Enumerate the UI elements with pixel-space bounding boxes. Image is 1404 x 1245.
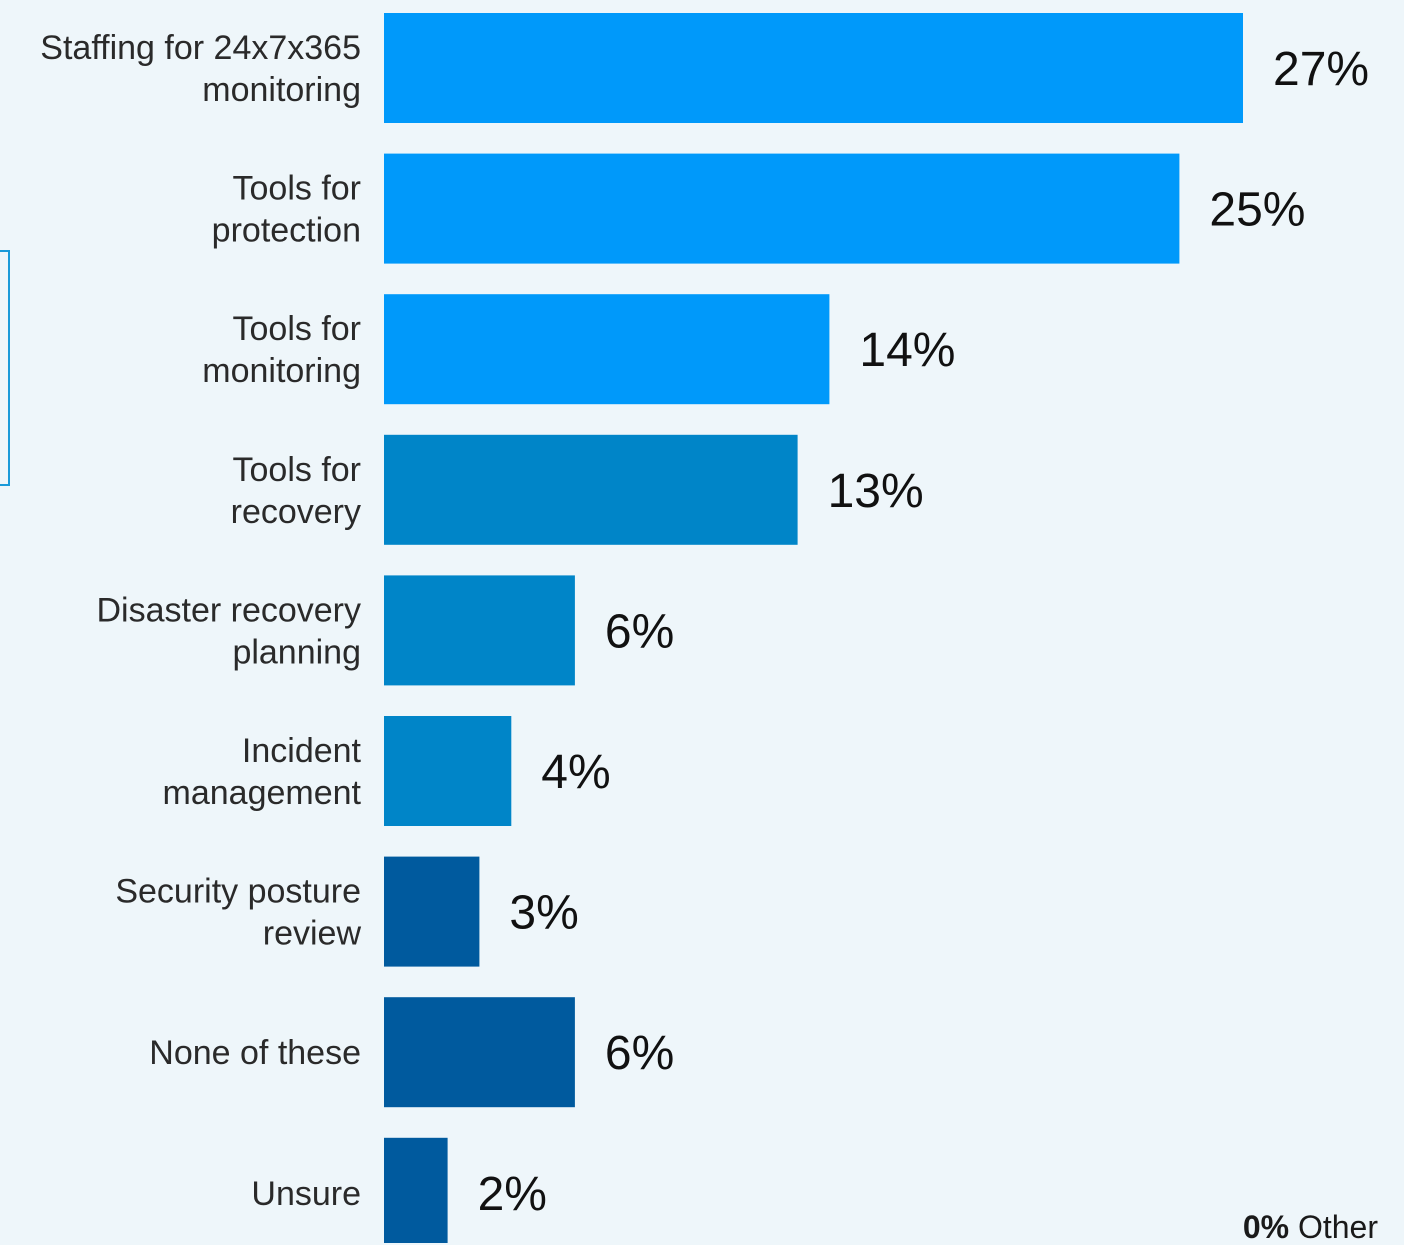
bar-4 [384,575,575,686]
category-label-1: Tools for protection [212,170,361,250]
bar-5 [384,716,512,826]
bar-0 [384,13,1243,123]
value-label-7: 6% [605,1027,674,1080]
footnote-value: 0% [1242,1209,1290,1245]
value-label-4: 6% [605,605,674,658]
footnote: 0% Other [1243,1211,1378,1243]
category-label-2: Tools for monitoring [202,310,361,390]
value-label-5: 4% [541,746,610,799]
category-label-3: Tools for recovery [231,451,361,531]
value-label-2: 14% [859,324,955,377]
bar-6 [384,856,480,967]
category-label-8: Unsure [251,1175,361,1213]
bar-8 [384,1137,448,1243]
value-label-8: 2% [478,1168,547,1221]
footnote-label: Other [1297,1209,1378,1245]
value-label-1: 25% [1209,184,1305,237]
value-label-6: 3% [509,887,578,940]
bar-3 [384,434,798,545]
bar-7 [384,997,575,1108]
bar-1 [384,153,1180,264]
category-label-6: Security posture review [115,873,361,953]
bar-2 [384,294,830,405]
category-label-7: None of these [149,1034,361,1072]
category-label-5: Incident management [163,732,362,812]
value-label-3: 13% [828,465,924,518]
group-bracket [0,250,10,486]
category-label-4: Disaster recovery planning [96,591,361,671]
category-label-0: Staffing for 24x7x365 monitoring [40,29,361,109]
value-label-0: 27% [1273,43,1369,96]
